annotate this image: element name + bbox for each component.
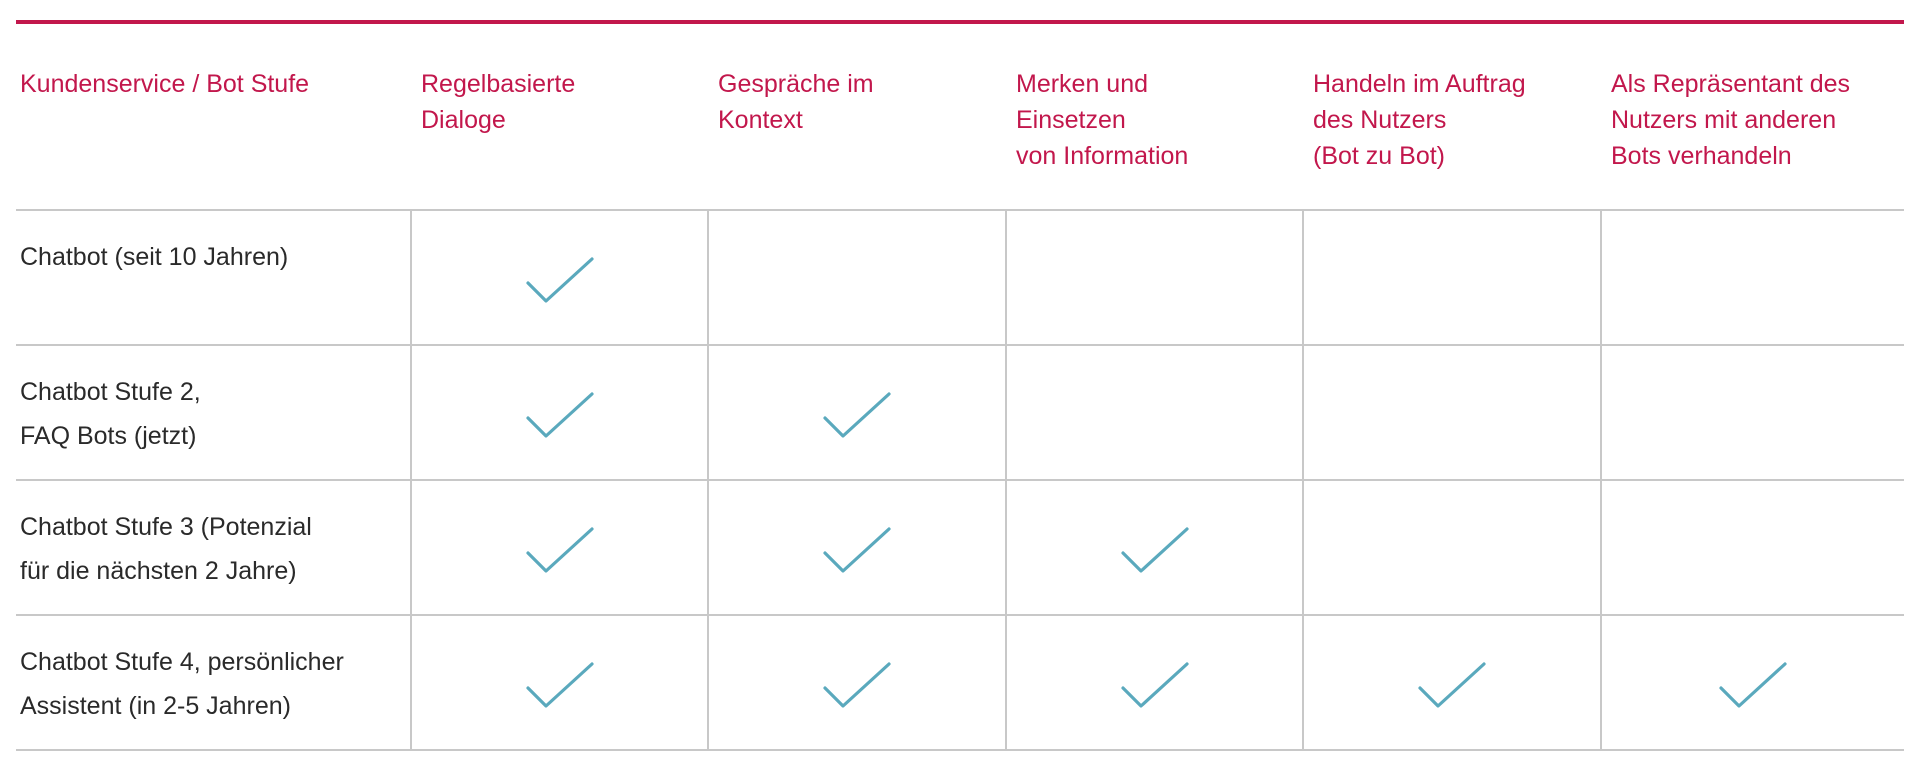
checkmark-icon: [525, 527, 594, 573]
capability-cell: [707, 480, 1006, 616]
check-wrap: [709, 481, 1005, 579]
capability-cell: [1005, 345, 1303, 481]
header-rule-based-dialogs: Regelbasierte Dialoge: [411, 24, 708, 211]
table-header: Kundenservice / Bot Stufe Regelbasierte …: [16, 24, 1904, 211]
check-wrap: [709, 616, 1005, 714]
table-row: Chatbot Stufe 2, FAQ Bots (jetzt): [16, 345, 1904, 481]
comparison-table-container: Kundenservice / Bot Stufe Regelbasierte …: [16, 20, 1904, 751]
check-wrap: [1007, 616, 1302, 714]
capability-cell: [1302, 210, 1601, 346]
check-wrap: [1602, 616, 1904, 714]
capability-cell: [1005, 210, 1303, 346]
check-wrap: [412, 481, 707, 579]
capability-cell: [1302, 345, 1601, 481]
capability-cell: [707, 210, 1006, 346]
checkmark-icon: [1120, 662, 1189, 708]
checkmark-icon: [823, 662, 891, 708]
checkmark-icon: [823, 392, 891, 438]
check-wrap: [709, 346, 1005, 444]
chatbot-levels-table: Kundenservice / Bot Stufe Regelbasierte …: [16, 24, 1904, 751]
checkmark-icon: [1418, 662, 1486, 708]
check-wrap: [412, 616, 707, 714]
capability-cell: [1302, 480, 1601, 616]
check-wrap: [412, 346, 707, 444]
checkmark-icon: [823, 527, 891, 573]
row-label: Chatbot Stufe 4, persönlicher Assistent …: [16, 615, 411, 751]
capability-cell: [410, 345, 708, 481]
table-row: Chatbot Stufe 3 (Potenzial für die nächs…: [16, 480, 1904, 616]
capability-cell: [707, 615, 1006, 751]
capability-cell: [1600, 480, 1904, 616]
header-row: Kundenservice / Bot Stufe Regelbasierte …: [16, 24, 1904, 211]
check-wrap: [412, 211, 707, 309]
capability-cell: [410, 615, 708, 751]
row-label: Chatbot (seit 10 Jahren): [16, 210, 411, 346]
capability-cell: [1302, 615, 1601, 751]
checkmark-icon: [525, 662, 594, 708]
top-rule: [16, 20, 1904, 24]
table-row: Chatbot Stufe 4, persönlicher Assistent …: [16, 615, 1904, 751]
capability-cell: [1600, 345, 1904, 481]
table-body: Chatbot (seit 10 Jahren) Chatbot Stufe 2,…: [16, 210, 1904, 751]
capability-cell: [1005, 615, 1303, 751]
header-act-on-behalf: Handeln im Auftrag des Nutzers (Bot zu B…: [1303, 24, 1601, 211]
row-label: Chatbot Stufe 3 (Potenzial für die nächs…: [16, 480, 411, 616]
table-row: Chatbot (seit 10 Jahren): [16, 210, 1904, 346]
check-wrap: [1304, 616, 1600, 714]
capability-cell: [410, 480, 708, 616]
checkmark-icon: [1719, 662, 1787, 708]
capability-cell: [1600, 615, 1904, 751]
capability-cell: [410, 210, 708, 346]
checkmark-icon: [1120, 527, 1189, 573]
header-context-conversations: Gespräche im Kontext: [708, 24, 1006, 211]
checkmark-icon: [525, 392, 594, 438]
row-label: Chatbot Stufe 2, FAQ Bots (jetzt): [16, 345, 411, 481]
check-wrap: [1007, 481, 1302, 579]
header-bot-level: Kundenservice / Bot Stufe: [16, 24, 411, 211]
capability-cell: [707, 345, 1006, 481]
header-remember-information: Merken und Einsetzen von Information: [1006, 24, 1303, 211]
header-negotiate-with-bots: Als Repräsentant des Nutzers mit anderen…: [1601, 24, 1904, 211]
capability-cell: [1600, 210, 1904, 346]
capability-cell: [1005, 480, 1303, 616]
checkmark-icon: [525, 257, 594, 303]
